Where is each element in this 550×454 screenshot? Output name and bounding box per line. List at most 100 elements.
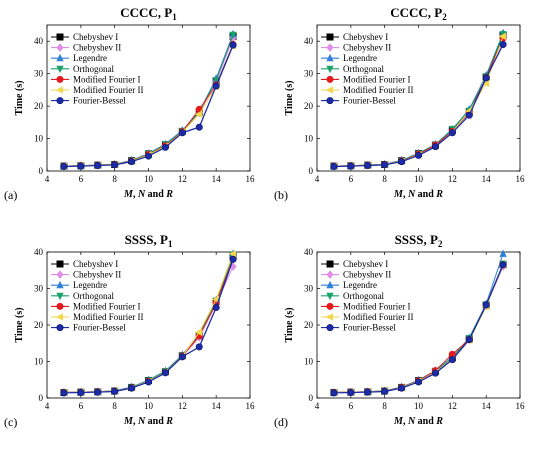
legend-marker [326, 302, 334, 310]
legend-label: Chebyshev II [73, 43, 121, 53]
y-tick-label: 40 [34, 36, 44, 46]
legend-marker [326, 260, 334, 268]
data-point [60, 389, 68, 397]
data-point [60, 162, 68, 170]
y-tick-label: 20 [34, 320, 44, 330]
legend-label: Fourier-Bessel [343, 96, 396, 106]
x-axis-label: M, N and R [393, 189, 443, 200]
y-tick-label: 20 [304, 101, 314, 111]
data-point [94, 388, 102, 396]
y-axis-label: Time (s) [284, 80, 295, 115]
y-axis-label: Time (s) [14, 80, 25, 115]
x-tick-label: 10 [414, 174, 424, 184]
legend-marker [326, 43, 334, 52]
chart-title: CCCC, P2 [390, 5, 447, 22]
x-tick-label: 8 [382, 174, 387, 184]
x-tick-label: 6 [349, 174, 354, 184]
legend-marker [56, 53, 64, 62]
legend-marker [325, 86, 334, 94]
panel-letter: (b) [274, 188, 288, 202]
data-point [161, 143, 169, 151]
legend-label: Chebyshev I [73, 259, 118, 269]
x-tick-label: 4 [315, 174, 320, 184]
x-tick-label: 16 [516, 401, 526, 411]
data-point [414, 378, 422, 386]
series-fourier-bessel [60, 41, 237, 170]
chart-title: CCCC, P1 [120, 5, 177, 22]
data-point [499, 249, 507, 257]
x-tick-label: 14 [482, 174, 492, 184]
legend-marker [56, 75, 64, 83]
legend-label: Fourier-Bessel [343, 323, 396, 333]
y-tick-label: 30 [34, 284, 44, 294]
legend-label: Chebyshev II [343, 270, 391, 280]
data-point [499, 40, 507, 48]
data-point [398, 384, 406, 392]
chart-panel-1: CCCC, P1 4 6 8 10 12 14 16 0 10 20 30 40 M, N and R Ti… [4, 5, 255, 202]
y-tick-label: 0 [39, 393, 44, 403]
chart-panel-3: SSSS, P1 4 6 8 10 12 14 16 0 10 20 30 40 M, N and R Ti… [4, 232, 255, 429]
x-tick-label: 12 [448, 401, 457, 411]
data-point [77, 162, 85, 170]
panel-letter: (c) [4, 415, 17, 429]
data-point [77, 389, 85, 397]
chart-title: SSSS, P2 [395, 232, 443, 249]
data-point [448, 129, 456, 137]
data-point [212, 303, 220, 311]
y-axis-label: Time (s) [284, 307, 295, 342]
data-point [145, 378, 153, 386]
data-point [111, 387, 119, 395]
series-fourier-bessel [60, 255, 237, 397]
legend-marker [326, 270, 334, 279]
data-point [448, 356, 456, 364]
legend-label: Chebyshev I [343, 32, 388, 42]
data-point [194, 328, 203, 336]
y-tick-label: 0 [39, 166, 44, 176]
data-point [94, 161, 102, 169]
legend-marker [326, 97, 334, 105]
y-tick-label: 0 [309, 393, 314, 403]
x-tick-label: 6 [79, 174, 84, 184]
data-point [364, 161, 372, 169]
data-point [128, 158, 136, 166]
data-point [111, 161, 119, 169]
legend-label: Modified Fourier I [73, 301, 141, 311]
chart-panel-4: SSSS, P2 4 6 8 10 12 14 16 0 10 20 30 40 M, N and R Ti… [274, 232, 525, 429]
chart-title: SSSS, P1 [125, 232, 173, 249]
x-tick-label: 4 [315, 401, 320, 411]
x-tick-label: 10 [414, 401, 424, 411]
legend-marker [326, 65, 334, 74]
legend-label: Legendre [343, 280, 377, 290]
x-tick-label: 8 [382, 401, 387, 411]
y-tick-label: 10 [304, 134, 314, 144]
data-point [228, 250, 237, 258]
x-tick-label: 16 [516, 174, 526, 184]
legend-label: Modified Fourier II [73, 85, 143, 95]
legend-label: Chebyshev I [73, 32, 118, 42]
data-point [229, 31, 237, 40]
panel-letter: (d) [274, 415, 288, 429]
x-tick-label: 10 [144, 401, 154, 411]
legend-marker [56, 324, 64, 332]
x-tick-label: 14 [482, 401, 492, 411]
legend-label: Fourier-Bessel [73, 323, 126, 333]
y-tick-label: 40 [304, 247, 314, 257]
legend-marker [56, 65, 64, 74]
x-tick-label: 10 [144, 174, 154, 184]
legend-label: Orthogonal [343, 291, 384, 301]
y-axis-label: Time (s) [14, 307, 25, 342]
legend-label: Legendre [73, 53, 107, 63]
legend-marker [326, 75, 334, 83]
legend-marker [56, 260, 64, 268]
legend-label: Legendre [73, 280, 107, 290]
chart-panel-2: CCCC, P2 4 6 8 10 12 14 16 0 10 20 30 40 M, N and R Ti… [274, 5, 525, 202]
x-axis-label: M, N and R [123, 189, 173, 200]
x-tick-label: 4 [45, 174, 50, 184]
legend-marker [326, 33, 334, 41]
x-tick-label: 16 [246, 174, 256, 184]
data-point [178, 353, 186, 361]
